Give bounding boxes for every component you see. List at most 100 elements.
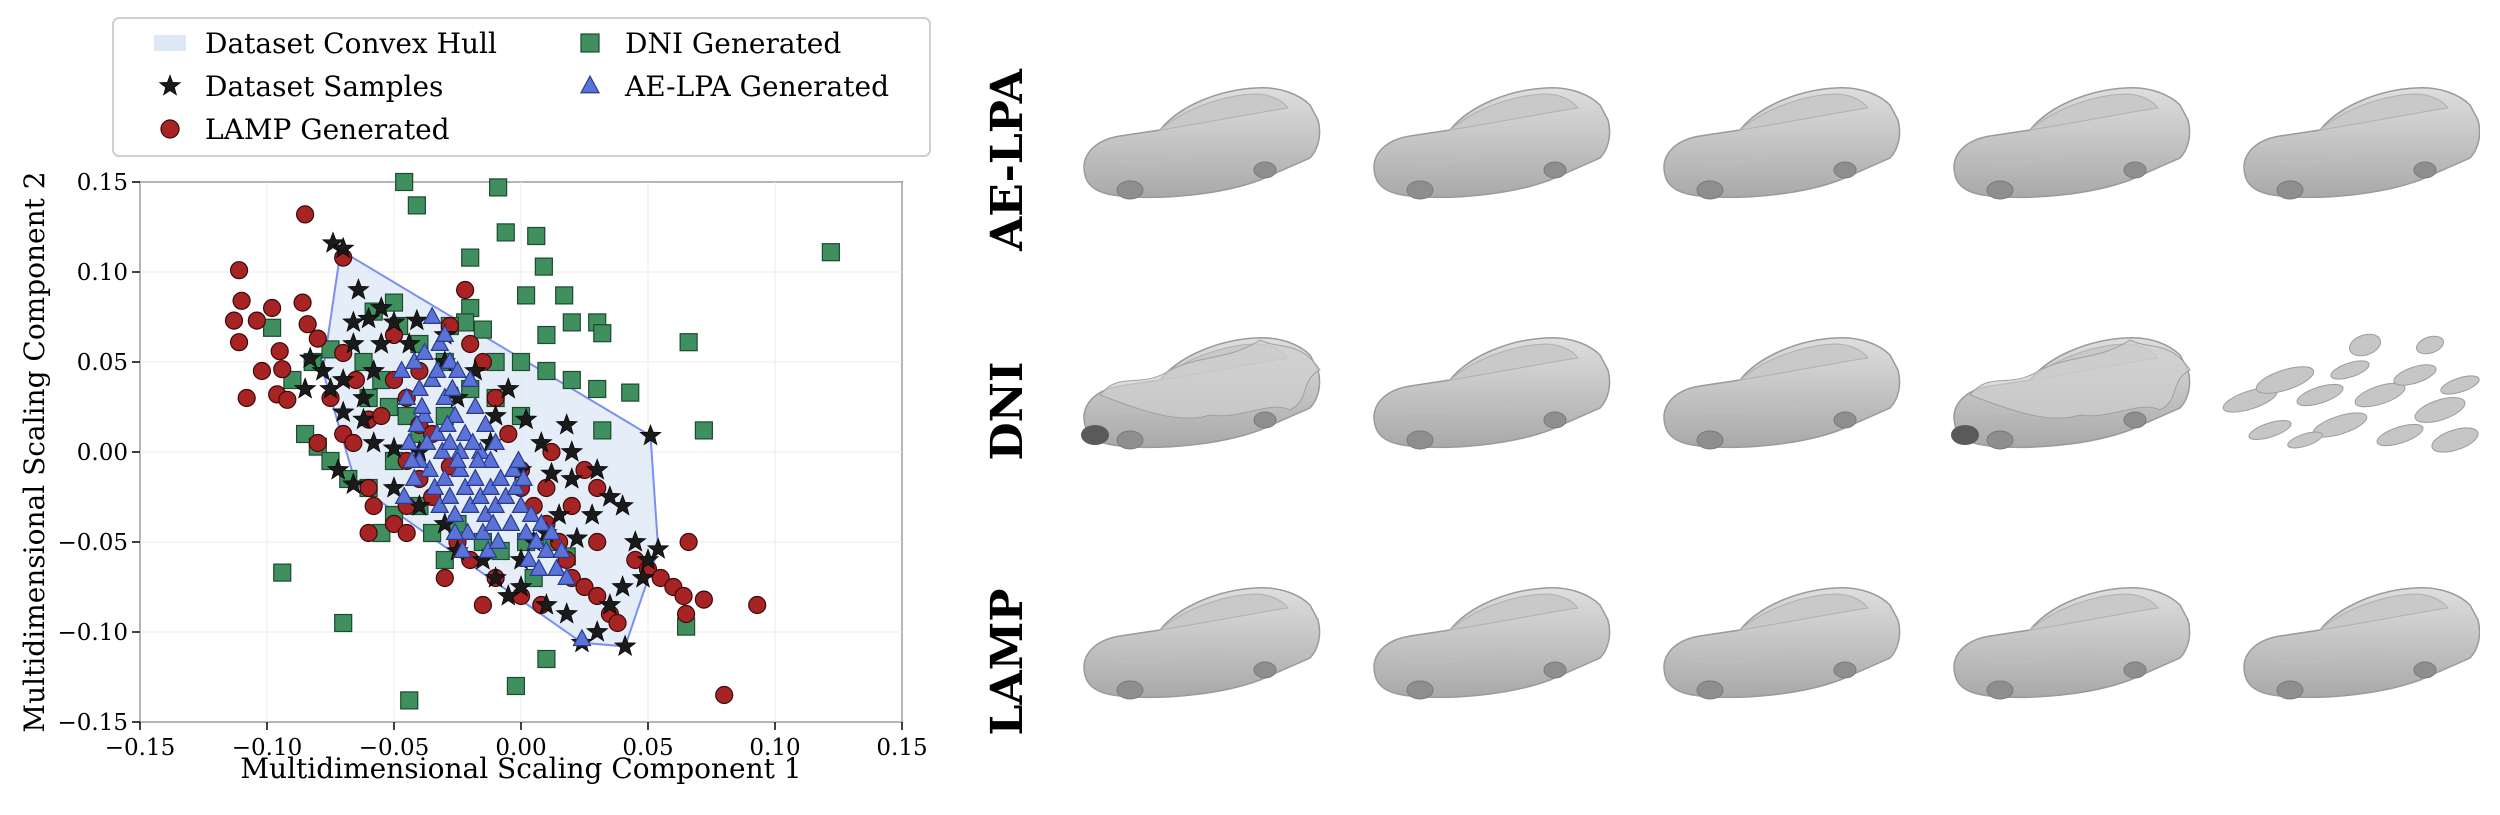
- circle-point: [224, 311, 244, 330]
- square-point: [516, 286, 536, 305]
- square-point: [354, 352, 373, 372]
- square-point: [555, 286, 574, 305]
- triangle-point: [463, 432, 483, 450]
- triangle-point: [458, 522, 478, 540]
- square-point: [588, 379, 607, 399]
- circle-point: [237, 388, 256, 408]
- square-point: [593, 324, 612, 343]
- car-render-car: [1083, 586, 1321, 700]
- star-point: [540, 461, 563, 484]
- axis-ticks: −0.15−0.15 −0.10 −0.10 −0.05 −0.05 0.00 0.00 0.…: [58, 170, 928, 761]
- triangle-point: [425, 477, 445, 495]
- square-point: [262, 318, 282, 337]
- legend-marker-circle: [160, 119, 180, 139]
- star-point: [646, 537, 670, 559]
- triangle-point: [445, 405, 465, 423]
- square-point: [473, 320, 492, 339]
- square-point: [511, 352, 531, 372]
- legend-marker-square: [580, 33, 600, 53]
- circle-point: [748, 595, 767, 615]
- square-point: [821, 243, 840, 262]
- triangle-point: [521, 504, 541, 522]
- square-point: [527, 226, 546, 246]
- square-point: [694, 421, 713, 440]
- star-point: [611, 494, 634, 516]
- circle-point: [359, 478, 378, 498]
- triangle-point: [427, 423, 447, 441]
- star-point: [560, 440, 584, 462]
- y-tick-label: 0.00: [77, 440, 128, 466]
- triangle-point: [481, 477, 501, 495]
- square-point: [562, 370, 581, 390]
- square-point: [593, 421, 612, 440]
- triangle-point: [453, 540, 473, 558]
- circle-point: [562, 496, 581, 516]
- triangle-point: [440, 486, 460, 504]
- triangle-point: [445, 522, 465, 540]
- triangle-point: [402, 450, 422, 468]
- star-point: [331, 236, 355, 259]
- star-point: [484, 566, 507, 588]
- triangle-point: [445, 504, 465, 522]
- square-point: [423, 523, 442, 543]
- square-point: [407, 196, 426, 215]
- x-tick-label: −0.10: [232, 735, 302, 761]
- car-render-car: [1373, 86, 1611, 200]
- triangle-point: [455, 477, 475, 495]
- triangle-point: [511, 495, 531, 513]
- triangle-point: [496, 486, 516, 504]
- star-point: [331, 368, 355, 390]
- circle-point: [397, 523, 416, 543]
- circle-point: [608, 613, 627, 633]
- car-render-car: [2243, 586, 2480, 700]
- circle-point: [229, 261, 249, 280]
- legend-label: LAMP Generated: [205, 113, 450, 146]
- row-label-ae-lpa: AE-LPA: [982, 69, 1033, 251]
- circle-point: [346, 370, 365, 390]
- car-render-distorted-car: [1951, 336, 2191, 450]
- square-point: [435, 550, 454, 570]
- star-point: [382, 310, 406, 332]
- star-point: [362, 431, 385, 453]
- triangle-point: [442, 378, 462, 396]
- car-render-car: [2243, 86, 2480, 200]
- triangle-point: [399, 432, 419, 450]
- triangle-point: [572, 628, 592, 647]
- circle-point: [674, 586, 693, 606]
- star-point: [342, 332, 365, 354]
- circle-point: [270, 342, 289, 361]
- triangle-point: [422, 369, 442, 387]
- car-render-fragments: [2222, 333, 2480, 453]
- triangle-point: [420, 459, 440, 477]
- square-point: [334, 613, 353, 633]
- star-point: [555, 413, 579, 435]
- y-tick-label: 0.15: [77, 170, 128, 196]
- triangle-point: [506, 477, 526, 495]
- circle-point: [588, 586, 607, 606]
- triangle-point: [404, 351, 424, 369]
- triangle-point: [503, 459, 523, 477]
- star-point: [326, 458, 350, 480]
- circle-point: [651, 568, 670, 588]
- triangle-point: [465, 396, 485, 414]
- triangle-point: [397, 387, 417, 405]
- y-axis-label: Multidimensional Scaling Component 2: [18, 171, 51, 732]
- triangle-point: [440, 351, 460, 369]
- triangle-point: [481, 450, 501, 468]
- star-point: [382, 436, 406, 458]
- circle-point: [542, 442, 561, 462]
- triangle-point: [541, 522, 561, 540]
- star-point: [514, 407, 538, 430]
- circle-point: [715, 685, 734, 705]
- triangle-point: [450, 459, 470, 477]
- circle-point: [293, 293, 312, 312]
- x-tick-label: 0.05: [622, 735, 673, 761]
- circle-point: [359, 523, 378, 543]
- star-point: [560, 467, 584, 489]
- legend: Dataset Convex Hull DNI Generated Dataset …: [112, 17, 931, 157]
- star-point: [382, 476, 406, 498]
- car-render-car: [1953, 86, 2191, 200]
- square-point: [400, 691, 419, 710]
- triangle-point: [475, 504, 495, 522]
- circle-point: [676, 604, 696, 624]
